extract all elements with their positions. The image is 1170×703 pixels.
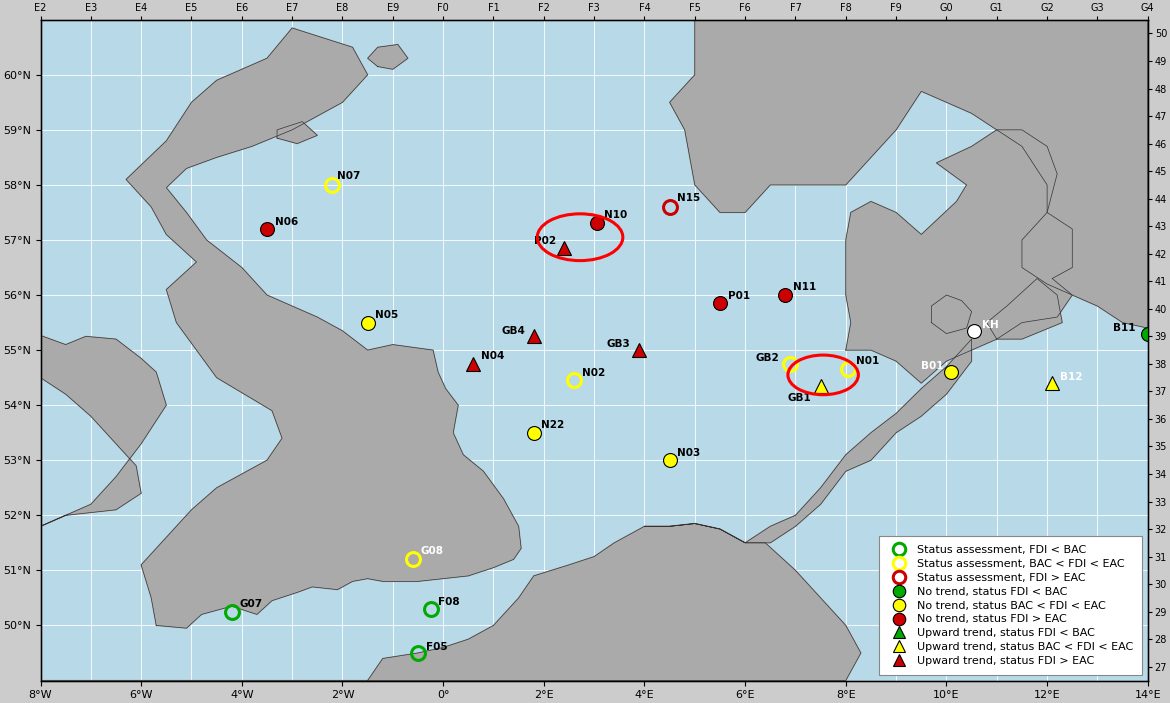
Polygon shape — [277, 122, 317, 143]
Text: N01: N01 — [856, 356, 879, 366]
Text: B11: B11 — [1113, 323, 1135, 333]
Polygon shape — [931, 295, 971, 334]
Text: N07: N07 — [337, 172, 360, 181]
Polygon shape — [367, 44, 408, 70]
Legend: Status assessment, FDI < BAC, Status assessment, BAC < FDI < EAC, Status assessm: Status assessment, FDI < BAC, Status ass… — [880, 536, 1142, 675]
Text: N15: N15 — [677, 193, 701, 203]
Text: N10: N10 — [604, 210, 627, 220]
Text: GB3: GB3 — [607, 340, 631, 349]
Text: N04: N04 — [481, 352, 504, 361]
Text: F05: F05 — [426, 643, 447, 652]
Text: N02: N02 — [581, 368, 605, 378]
Text: P02: P02 — [534, 236, 556, 246]
Text: N06: N06 — [275, 217, 298, 226]
Text: B12: B12 — [1060, 373, 1082, 382]
Text: G07: G07 — [240, 599, 262, 610]
Text: G08: G08 — [420, 546, 443, 556]
Polygon shape — [41, 524, 861, 703]
Text: GB2: GB2 — [755, 353, 779, 363]
Polygon shape — [846, 130, 1072, 383]
Text: B01: B01 — [921, 361, 944, 371]
Text: N05: N05 — [376, 310, 399, 320]
Text: N11: N11 — [793, 281, 817, 292]
Polygon shape — [645, 339, 971, 543]
Text: KH: KH — [982, 320, 998, 330]
Text: GB4: GB4 — [501, 325, 525, 335]
Polygon shape — [0, 334, 166, 548]
Polygon shape — [126, 28, 521, 628]
Polygon shape — [986, 278, 1062, 339]
Text: P01: P01 — [728, 291, 750, 301]
Text: N03: N03 — [677, 448, 701, 458]
Text: N22: N22 — [542, 420, 565, 430]
Polygon shape — [669, 20, 1148, 328]
Text: GB1: GB1 — [787, 393, 812, 404]
Text: F08: F08 — [438, 597, 460, 607]
